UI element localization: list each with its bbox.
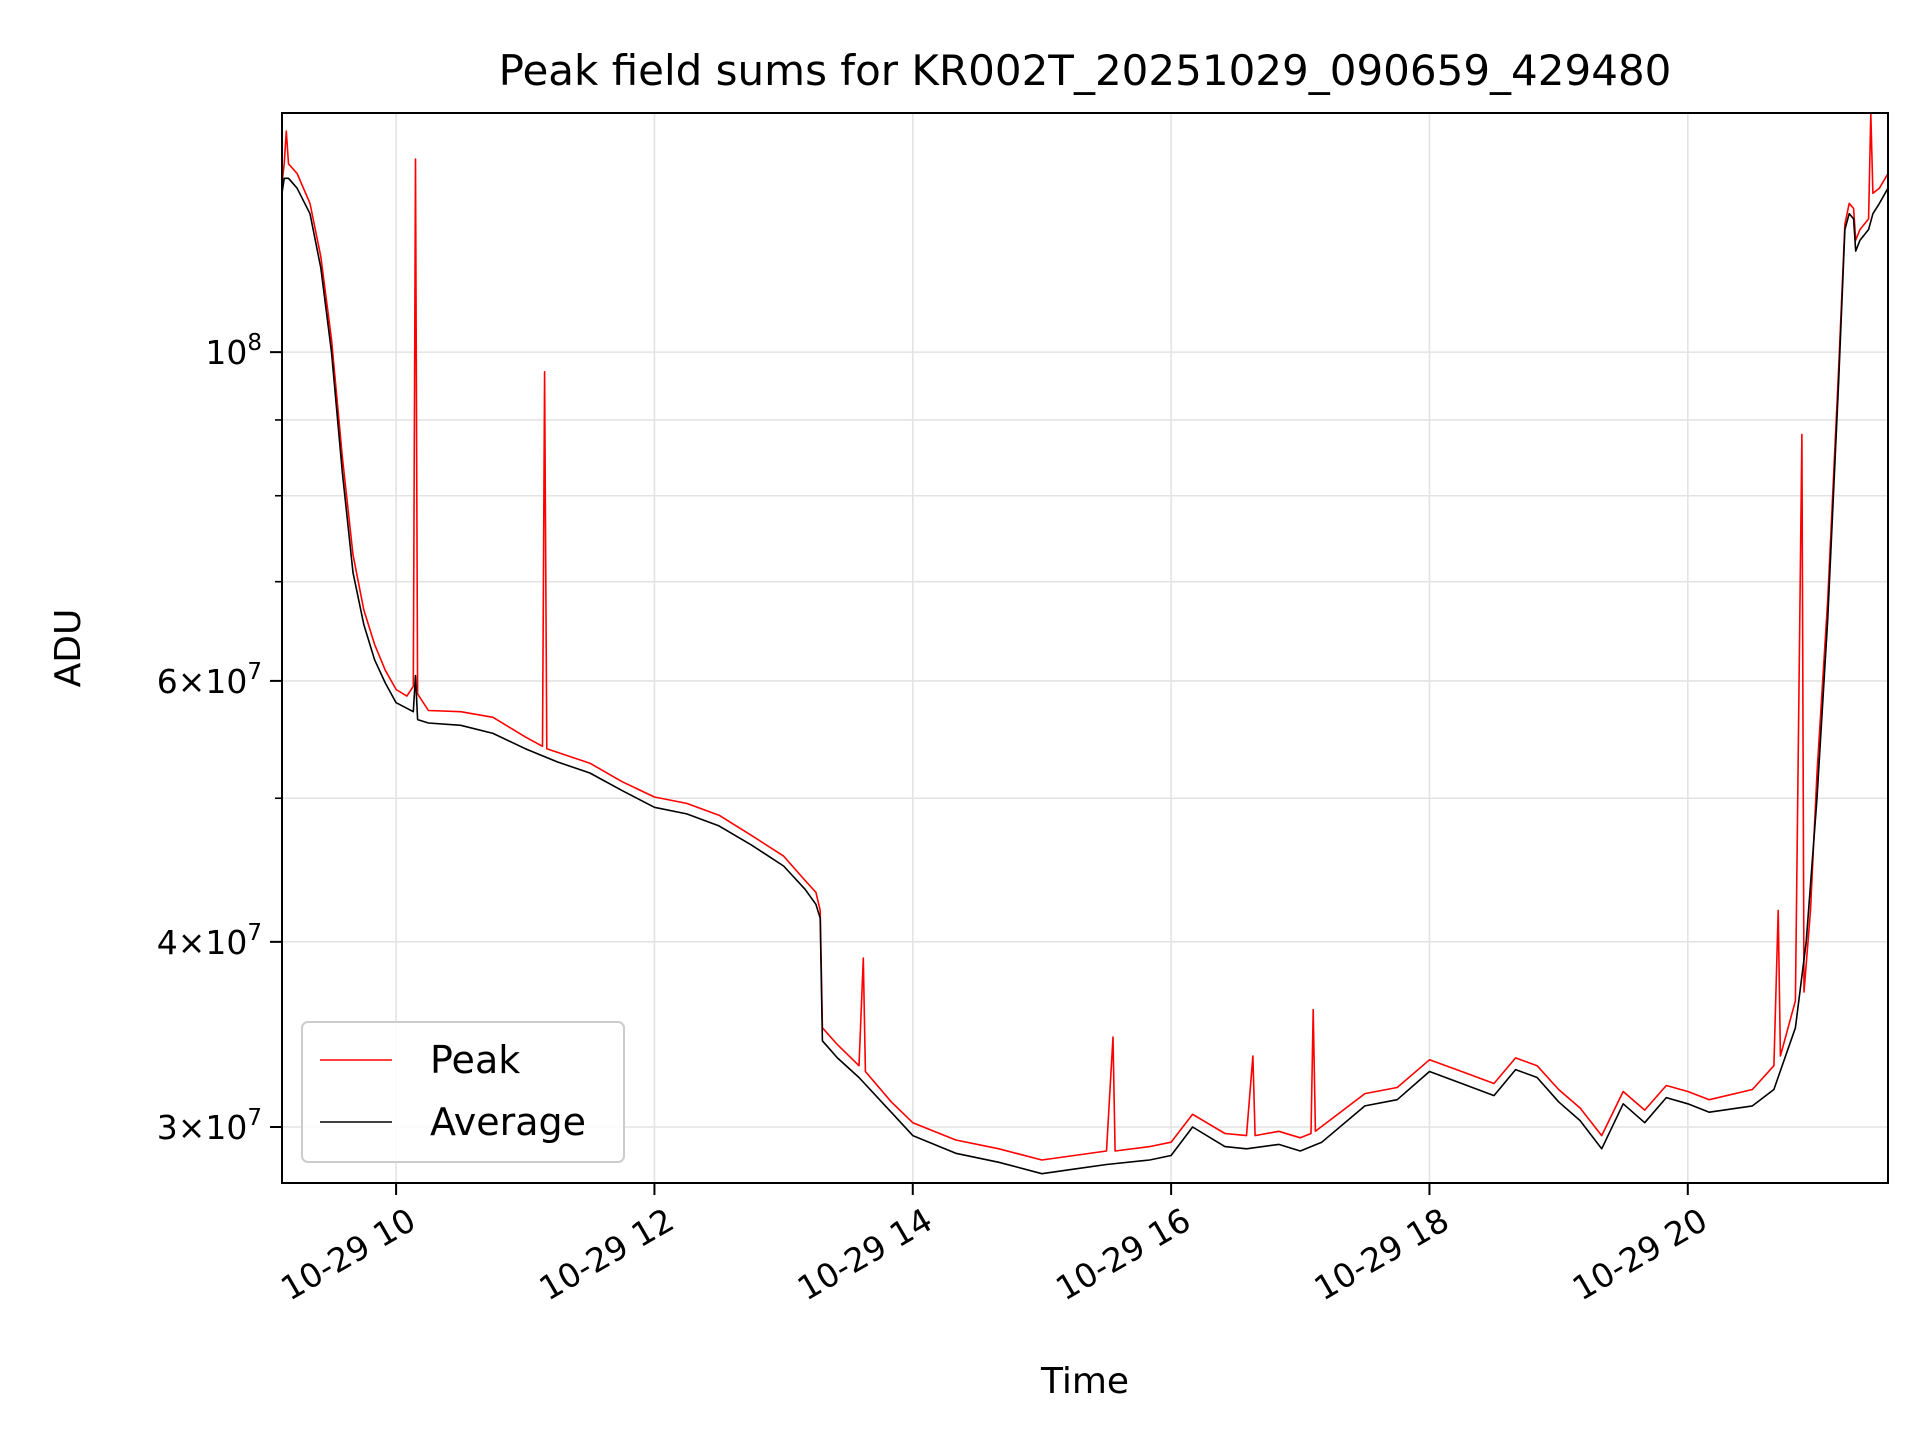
- y-tick-mantissa: 4: [157, 923, 178, 962]
- y-tick-label: 4×107: [157, 920, 262, 962]
- y-tick-mantissa: 3: [157, 1108, 178, 1147]
- chart-title: Peak field sums for KR002T_20251029_0906…: [499, 46, 1672, 95]
- y-tick-times: ×10: [178, 662, 248, 701]
- y-tick-label: 3×107: [157, 1105, 262, 1147]
- legend-label-average: Average: [430, 1100, 586, 1144]
- y-tick-base: 10: [205, 333, 247, 372]
- y-tick-exponent: 7: [247, 920, 262, 946]
- plot-frame: [281, 112, 1889, 1184]
- y-tick-label: 6×107: [157, 659, 262, 701]
- series-layer: [282, 113, 1888, 1175]
- x-axis-title: Time: [1040, 1361, 1129, 1402]
- y-axis-title: ADU: [48, 609, 89, 688]
- grid: [282, 113, 1888, 1183]
- series-line-peak: [282, 113, 1888, 1161]
- y-tick-exponent: 8: [247, 330, 262, 356]
- legend: Peak Average: [301, 1021, 625, 1163]
- y-tick-mantissa: 6: [157, 662, 178, 701]
- y-tick-times: ×10: [178, 1108, 248, 1147]
- legend-box: [301, 1021, 625, 1163]
- y-tick-times: ×10: [178, 923, 248, 962]
- legend-label-peak: Peak: [430, 1038, 520, 1082]
- y-tick-label: 108: [205, 330, 262, 372]
- series-line-average: [282, 177, 1888, 1175]
- y-tick-exponent: 7: [247, 659, 262, 685]
- y-tick-exponent: 7: [247, 1105, 262, 1131]
